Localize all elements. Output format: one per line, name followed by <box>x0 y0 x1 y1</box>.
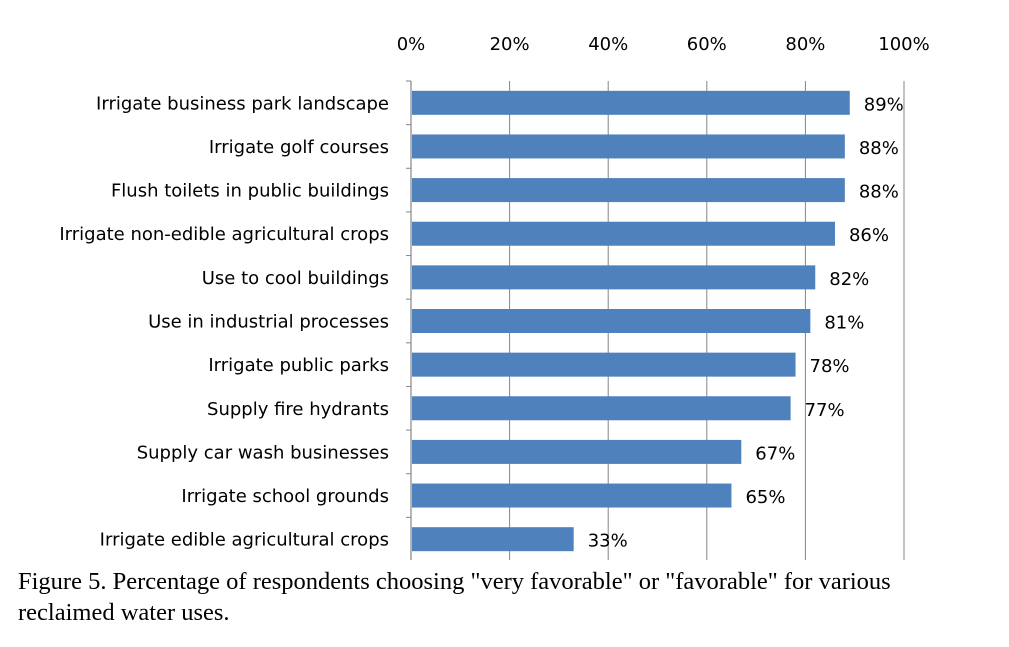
bar <box>412 265 816 290</box>
data-label: 82% <box>829 269 869 290</box>
bar-chart: 0% 20% 40% 60% 80% 100% Irrigate business park… <box>59 34 930 560</box>
x-tick-label: 0% <box>397 34 426 55</box>
data-label: 78% <box>810 356 850 377</box>
figure-caption: Figure 5. Percentage of respondents choo… <box>18 568 891 626</box>
data-label: 65% <box>745 487 785 508</box>
category-label: Flush toilets in public buildings <box>111 181 389 202</box>
category-label: Use in industrial processes <box>148 312 389 333</box>
category-label: Irrigate public parks <box>208 355 389 376</box>
category-label: Supply car wash businesses <box>137 442 389 463</box>
bar <box>412 134 845 159</box>
data-label: 33% <box>588 531 628 552</box>
data-label: 88% <box>859 138 899 159</box>
bar <box>412 221 835 246</box>
bar <box>412 178 845 203</box>
bar <box>412 309 811 333</box>
data-label: 89% <box>864 94 904 115</box>
x-tick-label: 40% <box>588 34 628 55</box>
data-label: 67% <box>755 443 795 464</box>
bar <box>412 396 791 421</box>
data-label: 81% <box>824 313 864 334</box>
category-label: Irrigate golf courses <box>209 137 389 158</box>
category-label: Irrigate business park landscape <box>96 93 389 114</box>
data-label: 86% <box>849 225 889 246</box>
bar <box>412 483 732 508</box>
bar <box>412 527 574 552</box>
x-tick-label: 60% <box>687 34 727 55</box>
category-label: Irrigate edible agricultural crops <box>100 530 389 551</box>
x-tick-label: 100% <box>878 34 929 55</box>
x-tick-label: 80% <box>785 34 825 55</box>
data-label: 77% <box>805 400 845 421</box>
bar <box>412 90 850 115</box>
bar <box>412 439 742 464</box>
bar <box>412 352 796 377</box>
data-label: 88% <box>859 182 899 203</box>
category-label: Supply fire hydrants <box>207 399 389 420</box>
category-label: Irrigate non-edible agricultural crops <box>59 224 389 245</box>
category-label: Irrigate school grounds <box>181 486 389 507</box>
category-label: Use to cool buildings <box>202 268 389 289</box>
x-tick-label: 20% <box>490 34 530 55</box>
chart-svg: 0% 20% 40% 60% 80% 100% Irrigate business park… <box>59 34 930 560</box>
